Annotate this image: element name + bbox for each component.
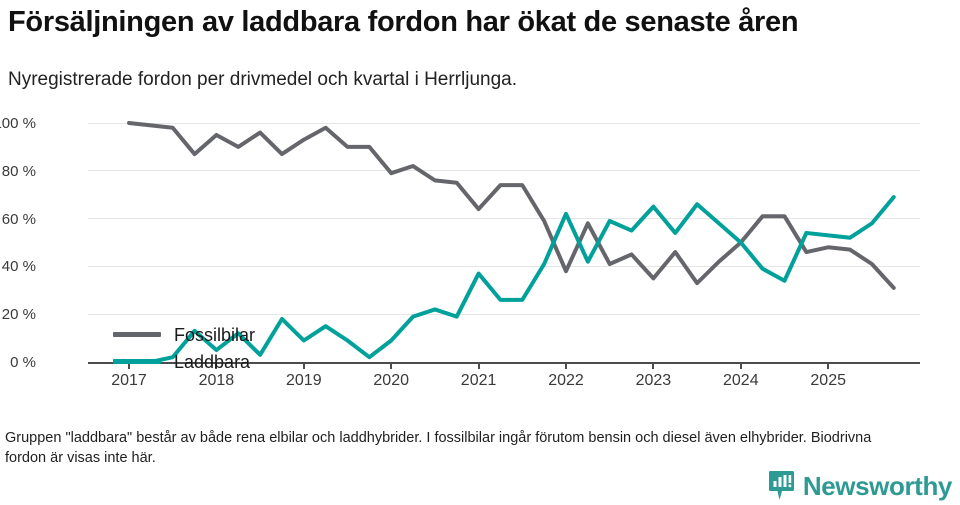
chart-legend: Fossilbilar Laddbara (113, 321, 255, 375)
legend-label-fossilbilar: Fossilbilar (174, 324, 256, 345)
x-axis-tick (128, 362, 130, 369)
x-axis-tick-label: 2024 (723, 372, 759, 389)
x-axis-tick (652, 362, 655, 369)
legend-swatch-laddbara (113, 359, 161, 364)
series-line-fossilbilar (127, 121, 896, 290)
x-axis-tick-label: 2020 (373, 372, 409, 389)
gridline (88, 170, 920, 172)
legend-item-fossilbilar: Fossilbilar (113, 321, 255, 348)
gridline (88, 313, 920, 315)
series-lines (127, 121, 896, 364)
logo-wordmark: Newsworthy (802, 471, 953, 501)
chart-container: 0 % 20 % 40 % 60 % 80 % 100 % 2017 2018 2019 202… (0, 110, 960, 395)
footnote: Gruppen "laddbara" består av både rena e… (5, 430, 872, 466)
x-axis-tick-label: 2018 (198, 372, 235, 389)
gridline (88, 122, 920, 124)
x-axis-tick (390, 362, 393, 369)
x-axis-tick (302, 362, 305, 369)
legend-label-laddbara: Laddbara (174, 351, 251, 372)
y-axis-tick-label: 100 % (0, 115, 36, 132)
gridline (88, 265, 920, 267)
newsworthy-logo: Newsworthy (768, 470, 953, 502)
x-axis-tick (215, 362, 218, 369)
x-axis-tick-label: 2025 (810, 372, 846, 389)
page-title: Försäljningen av laddbara fordon har öka… (8, 6, 799, 38)
y-axis-tick-label: 80 % (1, 162, 36, 180)
x-axis-tick-label: 2021 (460, 372, 497, 389)
x-axis-tick (827, 362, 830, 369)
y-axis-tick-label: 20 % (1, 306, 36, 324)
gridline (88, 218, 920, 220)
x-axis-tick (565, 362, 567, 369)
x-axis-tick-label: 2023 (635, 372, 672, 389)
page-subtitle: Nyregistrerade fordon per drivmedel och … (8, 69, 518, 90)
y-axis-tick-label: 0 % (10, 354, 36, 371)
x-axis-tick-label: 2017 (111, 372, 147, 389)
x-axis-tick-label: 2019 (286, 372, 322, 389)
x-axis-tick (739, 362, 742, 369)
y-axis-tick-label: 60 % (1, 210, 36, 228)
plot-area: 0 % 20 % 40 % 60 % 80 % 100 % 2017 2018 2019 202… (0, 116, 920, 389)
legend-swatch-fossilbilar (113, 332, 161, 337)
x-axis-tick-label: 2022 (548, 372, 584, 389)
legend-item-laddbara: Laddbara (113, 348, 255, 375)
x-axis-line (88, 362, 920, 364)
series-line-laddbara (127, 195, 896, 364)
bar-chart-speech-bubble-icon (768, 471, 794, 500)
x-axis-tick (477, 362, 480, 369)
y-axis-tick-label: 40 % (1, 258, 36, 276)
